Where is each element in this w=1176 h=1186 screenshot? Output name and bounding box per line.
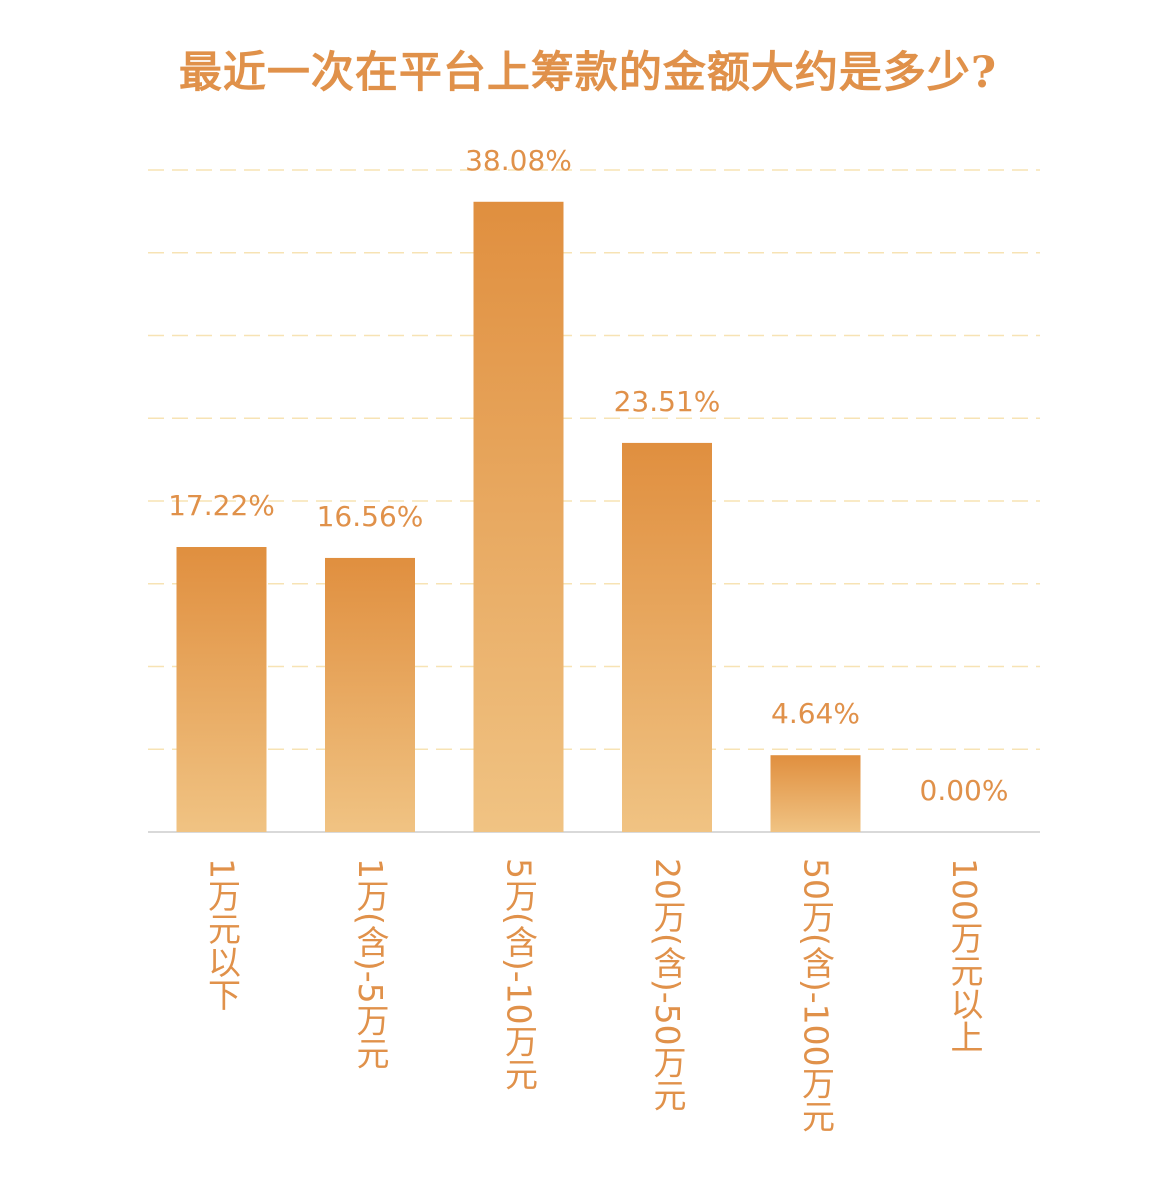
category-label: 5万(含)-10万元 — [499, 858, 539, 1091]
chart-title: 最近一次在平台上筹款的金额大约是多少? — [178, 48, 998, 98]
bars — [176, 201, 861, 832]
value-labels: 17.22% 16.56% 38.08% 23.51% 4.64% 0.00% — [168, 144, 1008, 807]
bar — [622, 442, 712, 832]
grid-lines — [148, 169, 1040, 750]
bar-value-label: 0.00% — [920, 774, 1009, 807]
bar-value-label: 38.08% — [465, 144, 572, 177]
bar — [770, 755, 861, 832]
bar-value-label: 23.51% — [614, 385, 721, 418]
category-label: 20万(含)-50万元 — [648, 858, 687, 1112]
category-label: 1万(含)-5万元 — [351, 858, 390, 1070]
bar — [176, 547, 267, 832]
category-label: 1万元以下 — [202, 858, 242, 1011]
category-label: 50万(含)-100万元 — [796, 858, 836, 1133]
bar-value-label: 16.56% — [317, 500, 424, 533]
category-label: 100万元以上 — [945, 858, 984, 1053]
bar — [473, 201, 564, 832]
bar-value-label: 4.64% — [771, 697, 860, 730]
bar-value-label: 17.22% — [168, 489, 275, 522]
bar — [325, 557, 415, 832]
